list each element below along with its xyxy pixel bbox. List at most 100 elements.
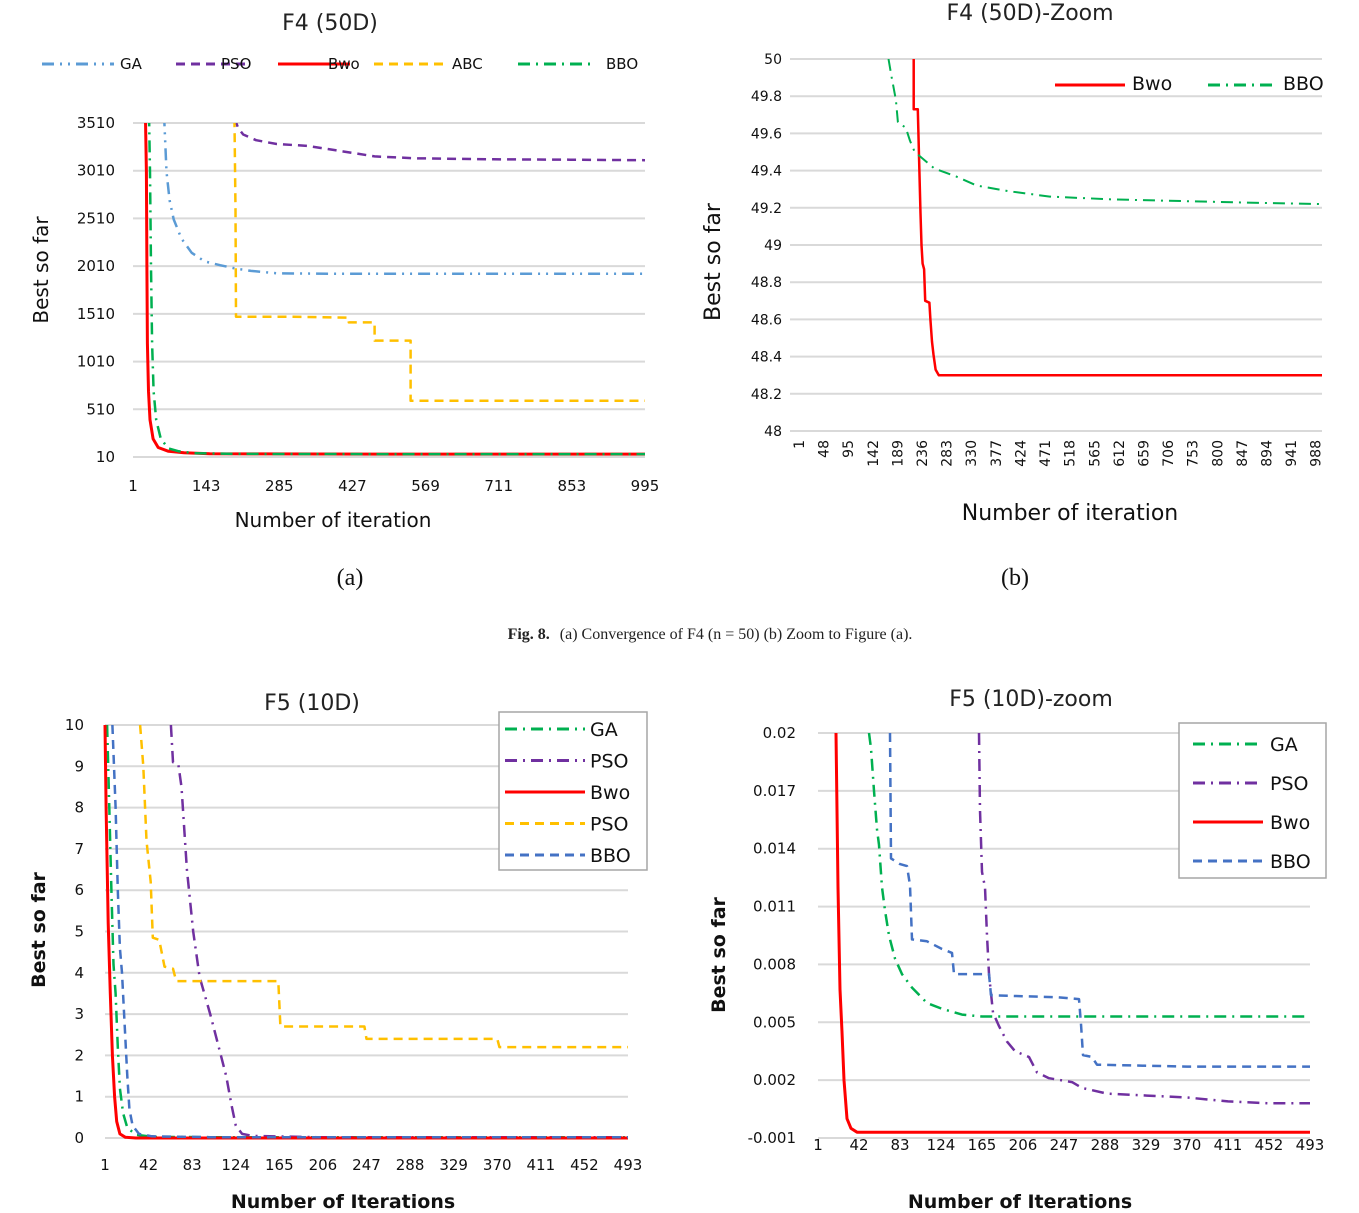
x-tick-label: 995 [631,477,660,495]
x-tick-label: 48 [817,440,833,458]
series-line-bwo [834,733,1310,1134]
chart-title: F4 (50D) [282,11,378,36]
y-tick-labels: 0.02 0.017 0.014 0.011 0.008 0.005 0.002 -0.001 [748,724,796,1147]
legend-item: PSO [505,751,628,773]
series-line-bbo [147,123,645,456]
legend-item: Bwo [1193,812,1310,834]
x-tick-label: 288 [396,1156,425,1174]
x-tick-labels: 1 143 285 427 569 711 853 995 [128,477,659,495]
y-tick-label: 2510 [77,209,115,227]
x-tick-label: 189 [890,440,906,467]
legend-label: BBO [1283,73,1324,95]
x-tick-label: 427 [338,477,367,495]
x-tick-label: 452 [570,1156,599,1174]
x-tick-label: 370 [1173,1136,1202,1154]
x-tick-label: 424 [1013,440,1029,467]
series-line-ga [105,725,628,1139]
y-tick-label: 0.014 [753,840,796,858]
series-lines [103,725,628,1140]
gridlines [133,122,645,458]
legend-item: BBO [505,845,631,867]
y-axis-label: Best so far [28,871,50,987]
chart-f4-50d: F4 (50D) 3510 3010 2510 2010 1510 1010 510 10 1… [29,11,659,591]
x-tick-label: 83 [890,1136,909,1154]
x-tick-label: 659 [1136,440,1152,467]
x-tick-label: 711 [484,477,513,495]
y-tick-label: 49.8 [751,89,782,105]
x-tick-label: 206 [1009,1136,1038,1154]
x-tick-label: 247 [352,1156,381,1174]
legend-item: BBO [518,55,638,73]
series-line-bwo [144,123,645,456]
legend-label: BBO [1270,851,1311,873]
legend-item: PSO [1193,773,1308,795]
y-tick-label: 48 [764,424,782,440]
legend-label: Bwo [1270,812,1310,834]
series-lines [144,123,646,456]
x-tick-label: 124 [221,1156,250,1174]
series-line-pso [977,733,1310,1105]
x-tick-label: 42 [139,1156,158,1174]
x-tick-label: 988 [1309,440,1325,467]
x-tick-label: 42 [849,1136,868,1154]
legend-label: PSO [1270,773,1308,795]
x-tick-label: 95 [841,440,857,458]
y-axis-label: Best so far [701,202,726,321]
x-tick-label: 370 [483,1156,512,1174]
y-tick-label: 10 [96,448,115,466]
y-tick-label: 0 [74,1129,84,1147]
x-tick-label: 471 [1038,440,1054,467]
x-tick-label: 283 [940,440,956,467]
y-tick-label: -0.001 [748,1129,796,1147]
series-line-bwo [103,725,628,1140]
y-axis-label: Best so far [29,216,53,324]
y-tick-label: 48.8 [751,275,782,291]
legend-item: PSO [176,55,251,73]
y-tick-label: 6 [74,881,84,899]
x-tick-label: 247 [1050,1136,1079,1154]
x-tick-label: 236 [915,440,931,467]
x-tick-label: 569 [411,477,440,495]
y-tick-label: 0.008 [753,955,796,973]
chart-title: F4 (50D)-Zoom [946,1,1113,26]
x-tick-label: 83 [183,1156,202,1174]
series-line-bwo [912,59,1322,377]
y-tick-label: 1010 [77,353,115,371]
series-line-pso [234,123,646,162]
x-axis-label: Number of Iterations [231,1191,455,1213]
y-tick-label: 1510 [77,305,115,323]
x-tick-label: 143 [192,477,221,495]
x-axis-label: Number of Iterations [908,1191,1132,1213]
x-tick-label: 853 [558,477,587,495]
legend-item: PSO [505,814,628,836]
panel-label-b: (b) [1001,565,1029,591]
legend-label: GA [120,55,143,73]
x-tick-label: 411 [527,1156,556,1174]
legend-label: BBO [590,845,631,867]
y-axis-label: Best so far [708,896,730,1012]
y-tick-label: 0.005 [753,1013,796,1031]
x-tick-label: 165 [265,1156,294,1174]
y-tick-label: 48.4 [751,350,782,366]
x-tick-label: 124 [927,1136,956,1154]
legend-item: Bwo [278,55,360,73]
x-tick-label: 518 [1063,440,1079,467]
x-tick-label: 288 [1091,1136,1120,1154]
x-tick-labels: 1 42 83 124 165 206 247 288 329 370 411 452 493 [100,1156,642,1174]
y-tick-label: 2 [74,1046,84,1064]
legend: GA PSO Bwo BBO [1178,722,1327,879]
x-tick-label: 847 [1235,440,1251,467]
figure-caption: Fig. 8. (a) Convergence of F4 (n = 50) (… [508,626,913,643]
x-axis-label: Number of iteration [235,508,432,532]
y-tick-label: 9 [74,757,84,775]
chart-f5-10d-zoom: F5 (10D)-zoom 0.020.0170.0140.0110.0080.… [708,687,1327,1213]
legend-label: GA [1270,734,1298,756]
x-tick-label: 329 [439,1156,468,1174]
y-tick-label: 3010 [77,162,115,180]
legend-item: GA [42,55,143,73]
x-tick-label: 452 [1255,1136,1284,1154]
y-tick-label: 10 [65,716,84,734]
x-tick-label: 1 [813,1136,823,1154]
